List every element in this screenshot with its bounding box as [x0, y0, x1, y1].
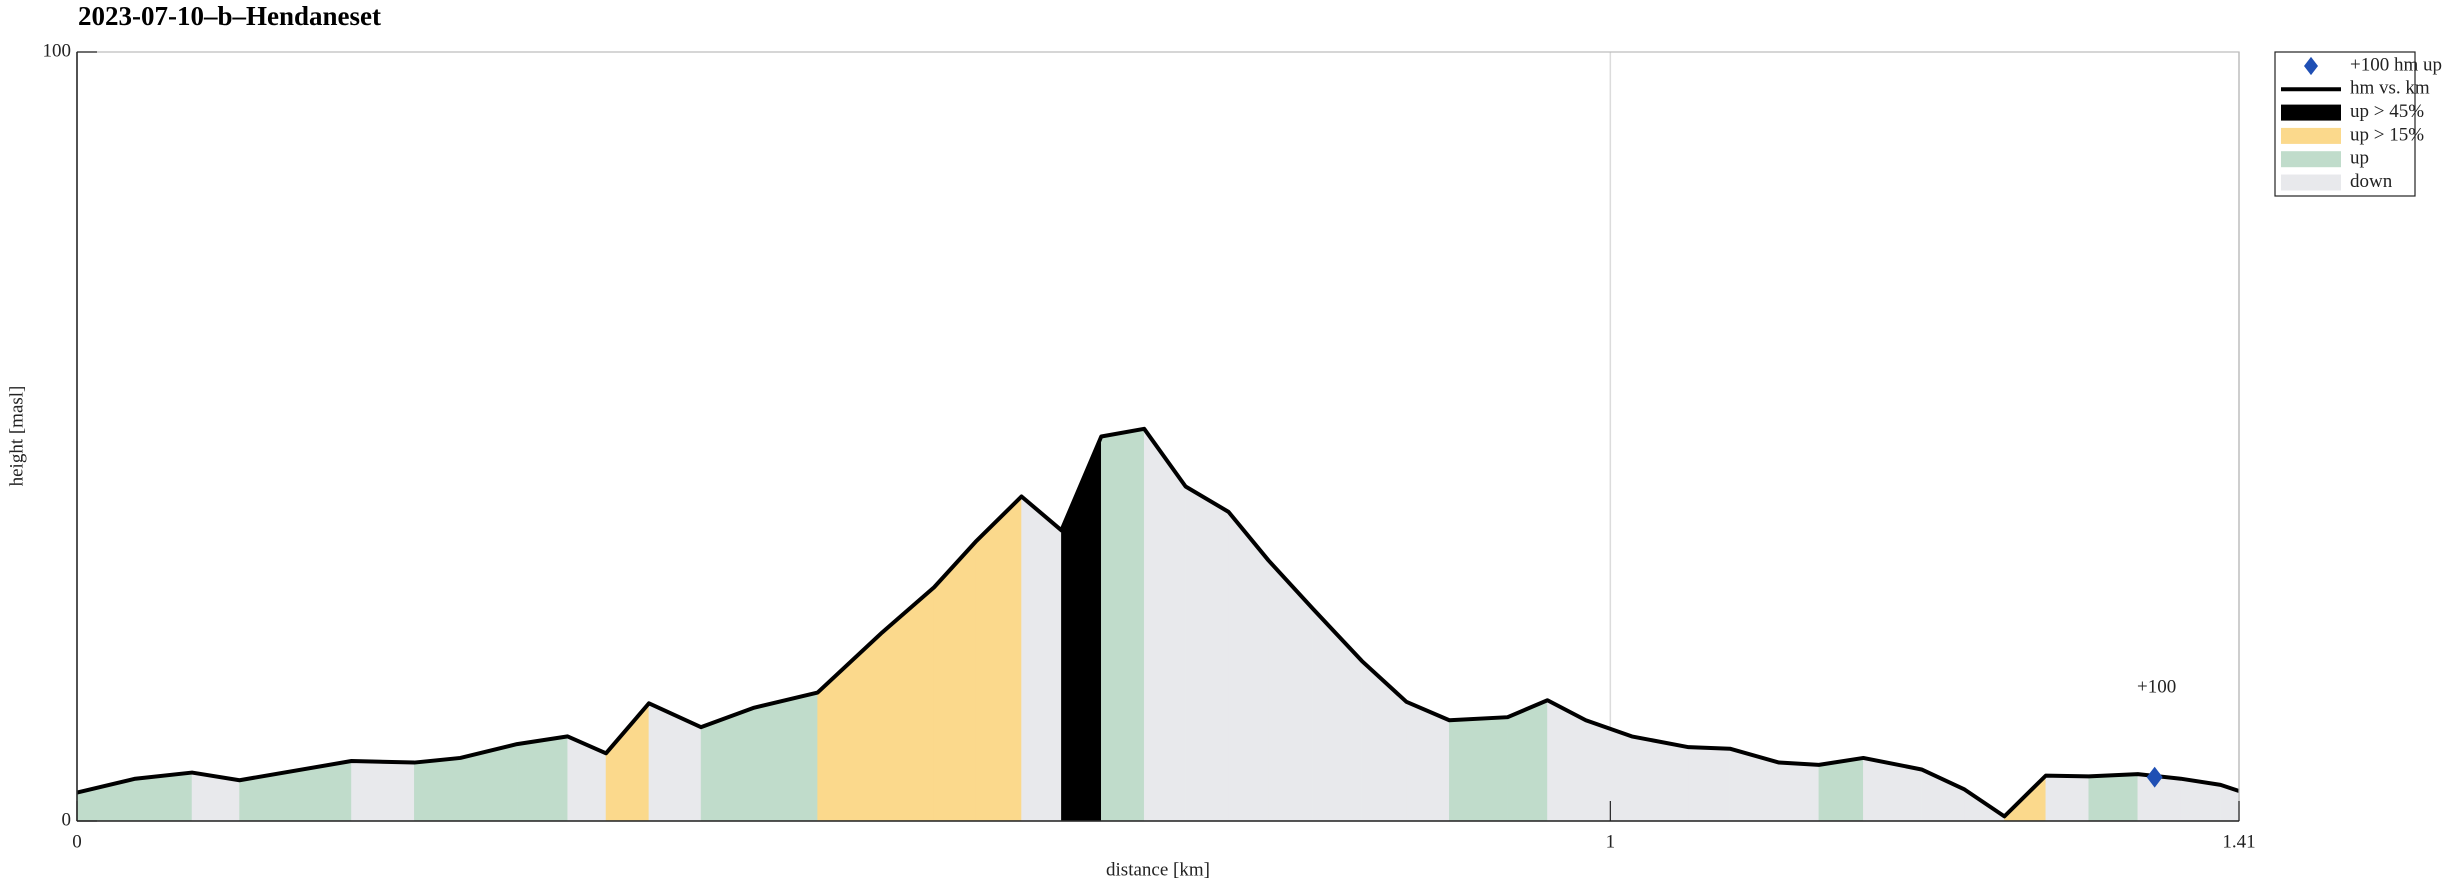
- x-tick-label: 1.41: [2222, 831, 2255, 852]
- slope-segment: [1631, 736, 1689, 822]
- legend-label: hm vs. km: [2350, 78, 2430, 99]
- slope-segment: [752, 692, 818, 822]
- marker-label: +100: [2137, 677, 2176, 698]
- marker: [2146, 766, 2163, 788]
- legend-label: +100 hm up: [2350, 54, 2442, 75]
- profile-line: [76, 426, 2240, 819]
- slope-segment: [1406, 701, 1450, 822]
- slope-segment: [1021, 495, 1062, 822]
- x-tick-label: 0: [72, 831, 82, 852]
- legend-swatch: [2281, 174, 2341, 191]
- slope-segment: [135, 772, 193, 822]
- legend-label: up: [2350, 148, 2369, 169]
- slope-segment: [1061, 436, 1102, 822]
- x-tick-label: 1: [1606, 831, 1616, 852]
- slope-segment: [975, 495, 1022, 822]
- slope-segment: [1185, 486, 1229, 822]
- slope-segment: [414, 757, 461, 822]
- legend-label: down: [2350, 171, 2393, 192]
- slope-segment: [1361, 660, 1407, 822]
- slope-segment: [1143, 428, 1186, 822]
- slope-segment: [881, 586, 935, 822]
- chart-title: 2023-07-10–b–Hendaneset: [78, 1, 381, 31]
- slope-segment: [1818, 757, 1864, 822]
- slope-segment: [351, 760, 415, 822]
- slope-segment: [1449, 716, 1508, 822]
- slope-segment: [1101, 428, 1145, 822]
- slope-segment: [933, 541, 976, 822]
- x-axis-label: distance [km]: [1106, 859, 1210, 880]
- slope-segment: [1507, 699, 1548, 822]
- slope-segment: [2088, 773, 2139, 822]
- legend-label: up > 15%: [2350, 124, 2424, 145]
- legend-swatch: [2281, 104, 2341, 121]
- slope-segment: [605, 702, 650, 822]
- slope-segment: [516, 736, 568, 822]
- y-tick-label: 0: [62, 809, 72, 830]
- slope-segment: [1312, 608, 1363, 822]
- legend-swatch: [2281, 151, 2341, 168]
- slope-segment: [1921, 769, 1965, 822]
- legend-box: [2274, 51, 2416, 197]
- slope-segment: [1228, 511, 1269, 822]
- y-axis-label: height [masl]: [6, 386, 27, 487]
- legend-marker: [2304, 56, 2318, 76]
- legend-label: up > 45%: [2350, 101, 2424, 122]
- slope-segment: [1688, 746, 1731, 822]
- slope-segment: [1778, 762, 1820, 822]
- legend-swatch: [2281, 127, 2341, 144]
- slope-segment: [2045, 775, 2089, 822]
- slope-segment: [648, 702, 702, 822]
- y-tick-label: 100: [43, 40, 72, 61]
